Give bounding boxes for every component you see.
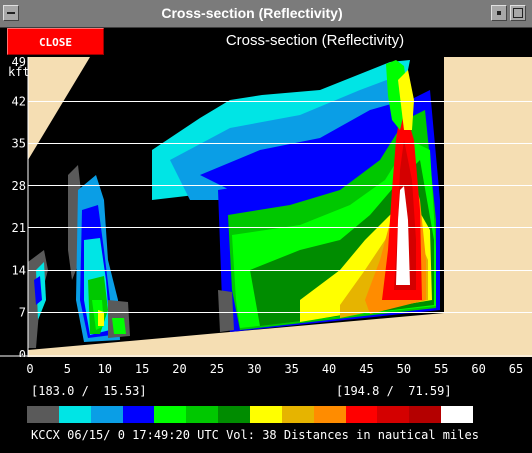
y-tick-label: 42 [12, 94, 26, 108]
maximize-icon[interactable] [510, 5, 526, 21]
window-menu-icon[interactable] [3, 5, 19, 21]
color-scale-swatch [27, 406, 59, 423]
title-bar[interactable]: Cross-section (Reflectivity) [0, 0, 532, 28]
color-scale-swatch [441, 406, 474, 423]
color-scale-swatch [218, 406, 251, 423]
close-button[interactable]: CLOSE [7, 28, 104, 55]
x-tick-label: 55 [433, 362, 449, 376]
x-tick-label: 15 [134, 362, 150, 376]
x-tick-label: 30 [247, 362, 262, 376]
x-tick-label: 10 [97, 362, 112, 376]
color-scale-swatch [281, 406, 314, 423]
x-tick-label: 5 [63, 362, 71, 376]
x-tick-label: 20 [172, 362, 187, 376]
x-tick-label: 65 [508, 362, 524, 376]
window-title: Cross-section (Reflectivity) [161, 5, 343, 21]
x-tick-label: 50 [396, 362, 412, 376]
color-scale-swatch [58, 406, 91, 423]
x-tick-label: 35 [284, 362, 299, 376]
y-tick-label: 35 [12, 137, 26, 151]
y-tick-label: 14 [12, 263, 26, 277]
reflectivity-cross-section-plot[interactable]: 0 7 14 21 28 35 42 49 kft [0, 57, 532, 357]
x-tick-label: 40 [321, 362, 337, 376]
color-scale-swatch [154, 406, 187, 423]
panel-title: Cross-section (Reflectivity) [225, 32, 405, 49]
y-tick-label: 28 [12, 179, 26, 193]
color-scale-swatch [377, 406, 410, 423]
color-scale-swatch [90, 406, 123, 423]
grid-lines [28, 101, 532, 313]
left-endpoint-coordinate: [183.0 / 15.53] [31, 384, 147, 398]
y-tick-label: 49 [12, 57, 26, 69]
out-of-range-top-left [28, 57, 90, 160]
reflectivity-color-scale [27, 406, 474, 423]
x-axis: 0 5 10 15 20 25 30 35 40 45 50 55 60 65 [0, 358, 532, 382]
echo-field [28, 60, 440, 348]
y-tick-label: 21 [12, 221, 26, 235]
color-scale-swatch [313, 406, 346, 423]
y-tick-label: 7 [19, 306, 26, 320]
x-tick-label: 0 [26, 362, 34, 376]
out-of-range-right [28, 57, 532, 357]
minimize-icon[interactable] [491, 5, 507, 21]
color-scale-swatch [122, 406, 155, 423]
y-tick-label: 0 [19, 348, 26, 357]
x-tick-label: 60 [471, 362, 486, 376]
right-endpoint-coordinate: [194.8 / 71.59] [336, 384, 452, 398]
x-tick-label: 45 [359, 362, 374, 376]
status-footer: KCCX 06/15/ 0 17:49:20 UTC Vol: 38 Dista… [31, 428, 479, 442]
y-axis-unit: kft [8, 65, 30, 79]
color-scale-swatch [186, 406, 219, 423]
color-scale-swatch [250, 406, 282, 423]
color-scale-swatch [345, 406, 378, 423]
x-tick-label: 25 [209, 362, 225, 376]
color-scale-swatch [409, 406, 442, 423]
